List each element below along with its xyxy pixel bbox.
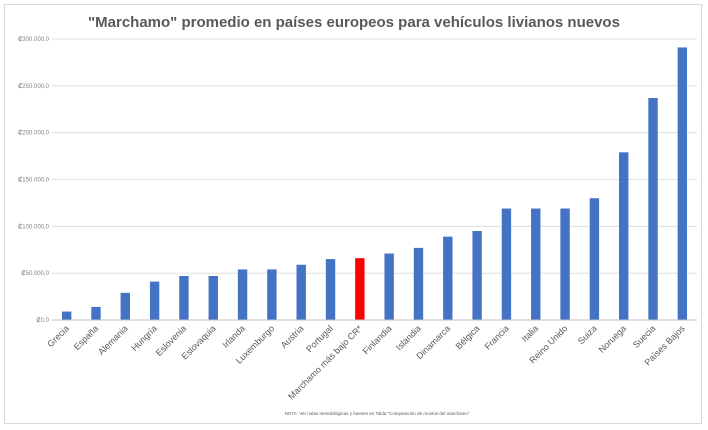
bar-18 [589,198,600,320]
chart-note: NOTA: Ver notas metodológicas y fuentes … [285,411,470,416]
x-tick-label: España [72,323,101,352]
bar-20 [648,98,658,320]
x-tick-label: Suecia [631,323,658,350]
bar-19 [619,152,629,320]
chart-title: "Marchamo" promedio en países europeos p… [88,14,620,31]
y-tick-label: ₡200.000,0 [18,131,50,137]
bar-chart: "Marchamo" promedio en países europeos p… [18,14,697,416]
y-tick-label: ₡0,0 [36,318,49,324]
bars [61,47,688,321]
bar-10 [355,258,365,320]
bar-3 [149,281,160,320]
chart-frame: "Marchamo" promedio en países europeos p… [4,4,702,424]
y-tick-label: ₡150.000,0 [18,178,50,184]
bar-9 [325,259,336,320]
bar-11 [384,253,394,320]
x-tick-label: Suiza [576,323,599,346]
bar-6 [237,269,248,320]
bar-17 [560,208,570,320]
bar-5 [208,275,218,320]
x-tick-label: Bélgica [454,323,482,351]
y-tick-label: ₡300.000,0 [18,37,50,43]
x-tick-label: Finlandia [361,323,394,356]
bar-14 [472,231,482,320]
bar-12 [413,247,424,320]
y-tick-label: ₡100.000,0 [18,224,50,230]
x-tick-label: Islandia [394,323,423,352]
bar-8 [296,264,306,320]
bar-2 [120,292,130,320]
y-tick-label: ₡250.000,0 [18,84,50,90]
x-tick-label: Hungría [129,323,159,353]
bar-13 [443,236,453,320]
bar-0 [61,311,72,320]
x-tick-label: Irlanda [220,323,247,350]
x-tick-label: Austria [279,323,306,350]
x-tick-label: Italia [520,323,541,344]
x-tick-label: Francia [483,323,511,351]
bar-21 [677,47,688,321]
y-axis-tick-labels: ₡0,0 ₡50.000,0 ₡100.000,0 ₡150.000,0 ₡200.00… [18,37,50,324]
y-tick-label: ₡50.000,0 [21,271,49,277]
bar-1 [91,306,101,320]
bar-15 [501,208,512,320]
bar-7 [267,269,277,320]
x-tick-label: Alemania [96,323,130,357]
bar-4 [179,275,189,320]
x-tick-label: Grecia [45,323,71,349]
gridlines [52,38,697,274]
bar-16 [531,208,541,320]
x-tick-label: Noruega [597,323,628,354]
